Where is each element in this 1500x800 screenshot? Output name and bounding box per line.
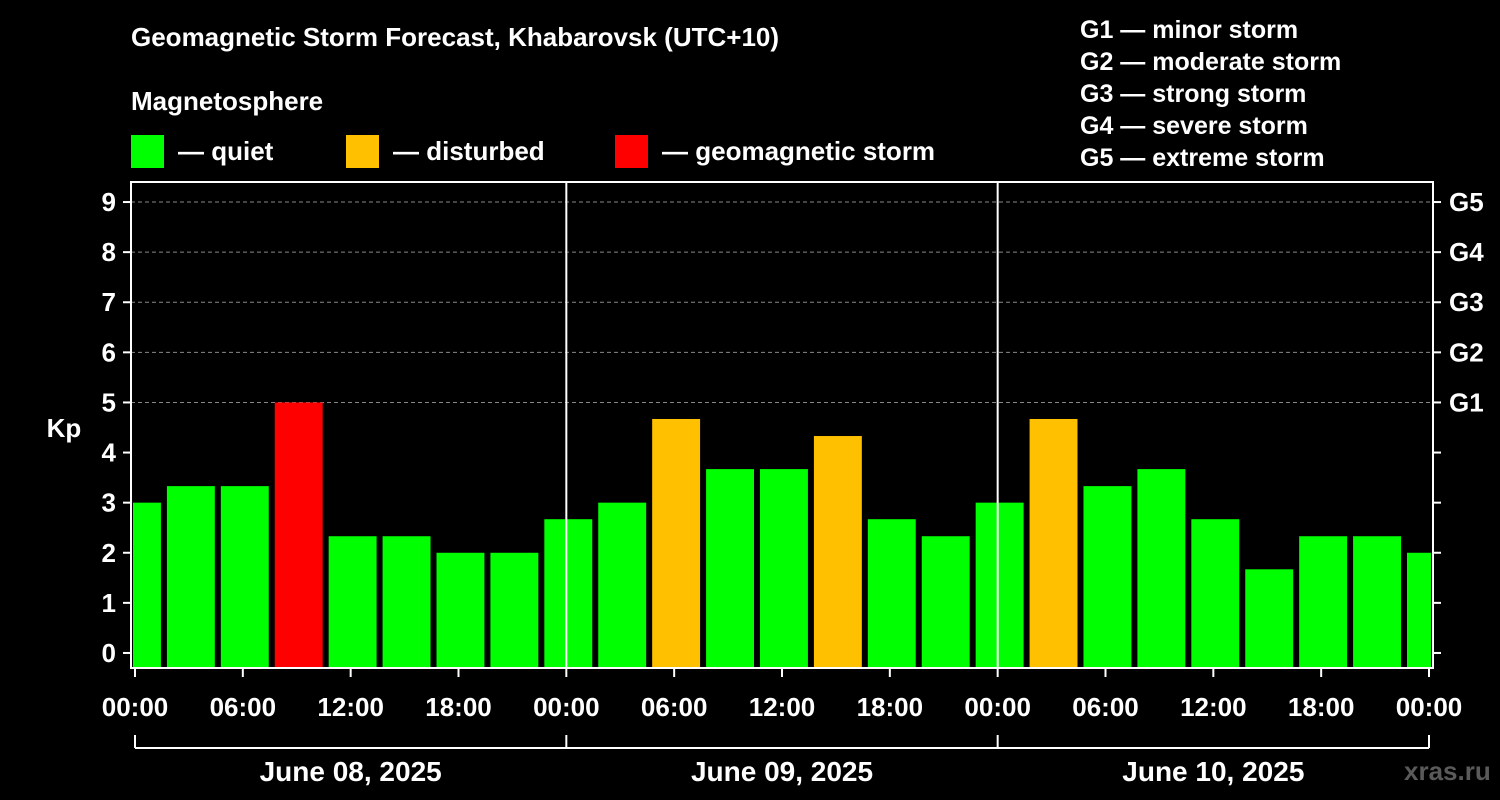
kp-bar-21 [1191, 519, 1240, 668]
kp-bar-10 [598, 502, 647, 668]
y-tick-label-8: 8 [102, 237, 116, 267]
legend-swatch-disturbed [346, 134, 379, 168]
y-tick-label-2: 2 [102, 538, 116, 568]
kp-bar-2 [166, 486, 215, 668]
x-tick-label-0: 00:00 [102, 692, 169, 722]
storm-scale-g4: G4 — severe storm [1080, 112, 1308, 140]
kp-bar-14 [813, 436, 862, 668]
kp-bar-9 [544, 519, 593, 668]
x-tick-label-8: 00:00 [964, 692, 1031, 722]
y-tick-label-6: 6 [102, 337, 116, 367]
y-tick-label-1: 1 [102, 588, 116, 618]
kp-bar-4 [274, 402, 323, 668]
legend-swatch-storm [615, 134, 648, 168]
storm-scale-g1: G1 — minor storm [1080, 16, 1299, 44]
x-tick-label-9: 06:00 [1072, 692, 1139, 722]
x-tick-label-11: 18:00 [1288, 692, 1355, 722]
kp-bar-23 [1299, 536, 1348, 668]
x-tick-label-12: 00:00 [1396, 692, 1463, 722]
y-tick-label-7: 7 [102, 287, 116, 317]
x-tick-label-10: 12:00 [1180, 692, 1247, 722]
kp-bar-16 [921, 536, 970, 668]
x-tick-label-7: 18:00 [857, 692, 924, 722]
kp-bar-22 [1245, 569, 1294, 668]
kp-bar-19 [1083, 486, 1132, 668]
x-tick-label-4: 00:00 [533, 692, 600, 722]
kp-bar-8 [490, 552, 539, 668]
kp-bar-1 [133, 502, 161, 668]
legend-label-disturbed: — disturbed [393, 135, 545, 166]
right-tick-label-g3: G3 [1449, 287, 1484, 317]
storm-scale-legend: G1 — minor storm G2 — moderate storm G3 … [1080, 14, 1341, 174]
legend-label-quiet: — quiet [178, 135, 274, 166]
kp-bar-11 [652, 418, 701, 668]
day-label-1: June 08, 2025 [260, 756, 442, 787]
x-tick-label-2: 12:00 [317, 692, 384, 722]
y-tick-label-5: 5 [102, 387, 116, 417]
right-tick-label-g4: G4 [1449, 237, 1484, 267]
kp-bar-17 [975, 502, 1024, 668]
chart-title: Geomagnetic Storm Forecast, Khabarovsk (… [131, 22, 780, 52]
y-axis-label: Kp [47, 413, 82, 443]
x-tick-label-5: 06:00 [641, 692, 708, 722]
right-tick-label-g5: G5 [1449, 187, 1484, 217]
kp-bar-3 [220, 486, 269, 668]
storm-scale-g3: G3 — strong storm [1080, 80, 1307, 108]
legend-item-storm: — geomagnetic storm [615, 134, 935, 168]
kp-bar-15 [867, 519, 916, 668]
y-tick-label-3: 3 [102, 488, 116, 518]
x-tick-label-1: 06:00 [210, 692, 277, 722]
kp-bar-20 [1137, 469, 1186, 668]
y-tick-label-4: 4 [102, 438, 117, 468]
legend-item-quiet: — quiet [131, 134, 273, 168]
y-tick-label-0: 0 [102, 638, 116, 668]
kp-bar-25 [1407, 552, 1431, 668]
legend-heading: Magnetosphere [131, 86, 324, 116]
y-tick-label-9: 9 [102, 187, 116, 217]
kp-bar-24 [1353, 536, 1401, 668]
storm-scale-g2: G2 — moderate storm [1080, 48, 1342, 76]
right-tick-label-g2: G2 [1449, 337, 1484, 367]
kp-bar-7 [436, 552, 485, 668]
legend-swatch-quiet [131, 134, 164, 168]
x-tick-label-3: 18:00 [425, 692, 492, 722]
day-label-3: June 10, 2025 [1122, 756, 1304, 787]
day-label-2: June 09, 2025 [691, 756, 873, 787]
storm-scale-g5: G5 — extreme storm [1080, 144, 1325, 172]
x-tick-label-6: 12:00 [749, 692, 816, 722]
legend-label-storm: — geomagnetic storm [662, 135, 936, 166]
kp-bar-5 [328, 536, 377, 668]
watermark: xras.ru [1404, 756, 1491, 786]
kp-bar-13 [760, 469, 808, 668]
kp-bar-12 [706, 469, 754, 668]
legend-item-disturbed: — disturbed [346, 134, 545, 168]
right-tick-label-g1: G1 [1449, 387, 1484, 417]
kp-bar-6 [382, 536, 431, 668]
kp-bar-18 [1029, 418, 1078, 668]
